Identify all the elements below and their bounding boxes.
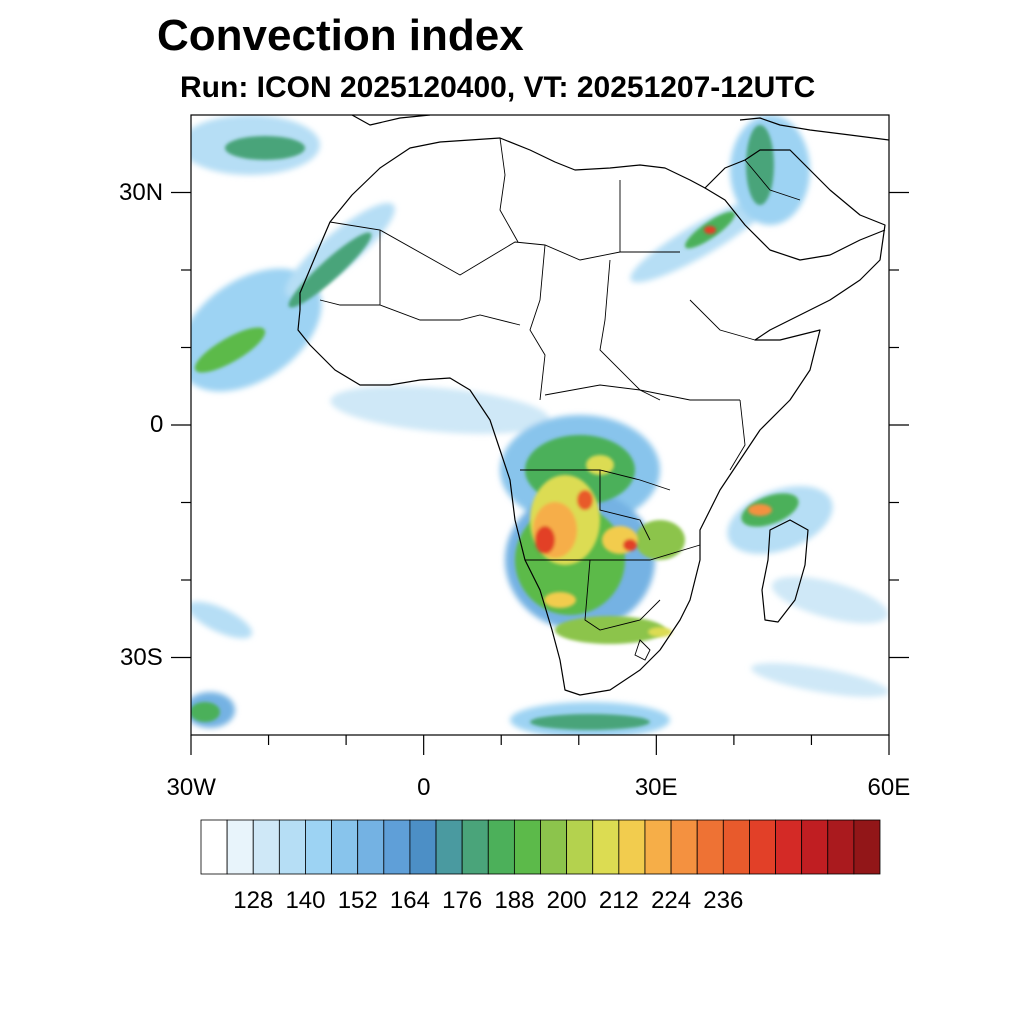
colorbar-tick-label: 200: [546, 887, 587, 914]
x-tick-label: 30E: [634, 774, 678, 801]
field-gulf-guinea: [330, 386, 550, 434]
colorbar-tick-label: 128: [233, 887, 274, 914]
colorbar-tick-label: 176: [442, 887, 483, 914]
colorbar-tick-label: 224: [651, 887, 692, 914]
border-mali-niger: [379, 304, 521, 326]
y-tick-label: 0: [150, 411, 164, 438]
axis-ticks: [171, 191, 909, 755]
coastlines: [297, 115, 889, 696]
field-zambia-green: [635, 520, 685, 560]
border-lesotho: [634, 639, 651, 661]
chart-title: Convection index: [157, 11, 524, 60]
field-south-atlantic-green: [530, 714, 650, 730]
north-coast: [739, 117, 889, 141]
field-angola-red2: [577, 490, 593, 510]
border-sudan: [599, 259, 661, 401]
field-se-ocean: [751, 663, 889, 697]
africa-coast: [297, 137, 886, 696]
x-tick-label: 0: [417, 774, 431, 801]
x-tick-label: 60E: [867, 774, 911, 801]
borders: [319, 137, 801, 661]
x-tick-label: 30W: [166, 774, 216, 801]
arabia-coast: [704, 187, 886, 261]
field-madagascar-orange: [748, 504, 772, 516]
border-algeria-libya: [499, 137, 519, 243]
field-angola-red: [535, 526, 555, 554]
colorbar-tick-label: 164: [389, 887, 430, 914]
border-angola-zambia: [599, 470, 651, 541]
field-sa-yellow: [648, 627, 672, 637]
field-indian-ocean: [771, 576, 889, 624]
field-zambia-red: [623, 539, 637, 551]
border-namibia-north: [525, 544, 701, 561]
iberia-coast: [351, 115, 431, 126]
colorbar-tick-label: 152: [337, 887, 378, 914]
chart-subtitle: Run: ICON 2025120400, VT: 20251207-12UTC: [180, 71, 816, 104]
field-namibia-yellow: [544, 592, 576, 608]
colorbar-tick-label: 188: [494, 887, 535, 914]
field-sw-atlantic: [191, 601, 253, 639]
convection-field: [191, 115, 889, 735]
colorbar-tick-label: 212: [598, 887, 639, 914]
border-car-ssudan: [544, 384, 740, 401]
madagascar-coast: [761, 519, 809, 623]
field-hot: [530, 226, 772, 637]
field-red-sea-red: [704, 226, 716, 234]
field-arabia-green: [746, 125, 774, 205]
border-ethiopia: [689, 299, 756, 341]
y-tick-label: 30N: [119, 178, 164, 206]
border-saudi-north: [744, 159, 801, 201]
field-sa-green: [555, 616, 665, 644]
colorbar-tick-label: 140: [285, 887, 326, 914]
border-chad: [529, 244, 546, 401]
border-kenya: [729, 399, 746, 471]
field-sahara-green: [288, 232, 372, 308]
y-tick-label: 30S: [120, 643, 163, 671]
field-north-green: [225, 136, 305, 160]
colorbar-tick-label: 236: [703, 887, 744, 914]
field-senegal-green: [194, 327, 266, 373]
border-botswana: [584, 559, 661, 631]
field-sw-corner-green: [191, 702, 220, 722]
